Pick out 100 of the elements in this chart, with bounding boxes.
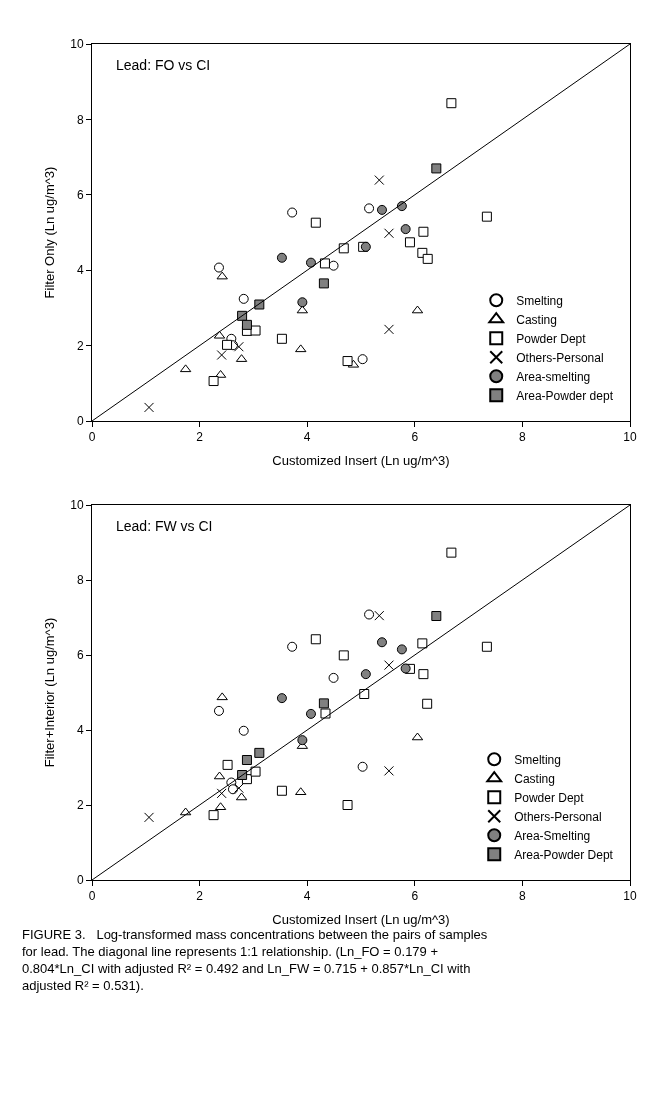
y-axis-title: Filter+Interior (Ln ug/m^3) [42, 617, 58, 768]
point [374, 610, 385, 621]
point [319, 258, 330, 269]
point [241, 319, 252, 330]
point [422, 253, 433, 264]
x-tick-label: 4 [303, 889, 311, 904]
point [342, 800, 353, 810]
legend-label: Casting [514, 771, 555, 786]
point [383, 765, 394, 776]
x-tick-label: 4 [303, 430, 311, 445]
point [310, 634, 321, 645]
point [238, 725, 249, 736]
point [216, 350, 227, 361]
y-axis-title: Filter Only (Ln ug/m^3) [42, 166, 58, 299]
point [422, 698, 433, 709]
x-tick-label: 8 [519, 430, 527, 445]
point [364, 203, 375, 214]
point [287, 641, 298, 652]
y-tick-label: 2 [76, 798, 84, 813]
legend-label: Smelting [516, 293, 563, 308]
point [418, 669, 429, 680]
point [276, 785, 287, 796]
point [213, 262, 224, 273]
x-tick-label: 2 [196, 889, 204, 904]
point [481, 211, 492, 222]
point [338, 650, 349, 661]
point [144, 812, 155, 823]
point [213, 705, 224, 716]
y-tick-label: 8 [76, 573, 84, 588]
annotation: Lead: FO vs CI [116, 57, 211, 73]
legend-label: Area-Smelting [514, 828, 591, 843]
point [376, 204, 387, 215]
y-tick-label: 6 [76, 188, 84, 202]
point [400, 224, 411, 235]
x-tick-label: 6 [411, 430, 419, 445]
point [383, 228, 394, 239]
point [233, 341, 244, 352]
x-tick-label: 0 [88, 889, 96, 904]
point [287, 207, 298, 218]
point [305, 257, 316, 268]
y-tick-label: 0 [76, 414, 84, 429]
point [216, 271, 228, 280]
point [144, 402, 155, 413]
point [446, 98, 457, 109]
legend-label: Powder Dept [516, 331, 587, 346]
point [222, 759, 233, 770]
point [310, 217, 321, 228]
y-tick-label: 10 [70, 37, 84, 52]
point [364, 609, 375, 620]
x-axis-title: Customized Insert (Ln ug/m^3) [272, 912, 450, 927]
legend-label: Others-Personal [514, 809, 602, 824]
point [318, 278, 329, 289]
point [254, 747, 265, 758]
y-tick-label: 4 [76, 263, 84, 278]
point [250, 325, 261, 336]
y-tick-label: 10 [70, 498, 84, 513]
y-tick-label: 2 [76, 338, 84, 353]
point [305, 708, 316, 719]
point [396, 644, 407, 655]
point [359, 689, 370, 699]
y-tick-label: 0 [76, 873, 84, 888]
x-tick-label: 8 [519, 889, 527, 904]
point [404, 237, 415, 248]
legend-label: Area-Powder Dept [514, 847, 614, 862]
point [318, 698, 329, 709]
point [400, 663, 411, 674]
point [360, 669, 371, 680]
point [376, 637, 387, 648]
y-tick-label: 4 [76, 723, 84, 738]
legend-label: Area-Powder dept [516, 388, 614, 403]
point [295, 344, 307, 353]
point [297, 735, 308, 746]
point [297, 297, 308, 308]
point [222, 339, 233, 350]
x-tick-label: 2 [196, 430, 204, 445]
point [357, 354, 368, 365]
x-axis-title: Customized Insert (Ln ug/m^3) [272, 453, 450, 468]
point [374, 175, 385, 186]
point [241, 755, 252, 765]
point [418, 226, 429, 237]
point [383, 324, 394, 335]
point [357, 761, 368, 772]
point [208, 376, 219, 387]
point [250, 766, 261, 777]
point [481, 641, 492, 652]
point [431, 163, 442, 174]
point [276, 252, 287, 263]
x-tick-label: 10 [623, 430, 637, 445]
y-tick-label: 8 [76, 112, 84, 127]
point [227, 784, 238, 795]
point [342, 356, 353, 367]
point [417, 638, 428, 649]
point [216, 788, 227, 799]
caption: FIGURE 3. Log-transformed mass concentrations between the pairs of samples for lead. The diagonal line represents 1:1 relationship. (Ln_FO = 0.179 + 0.804*Ln_CI with adjusted R² = 0.492 and Ln_FW = 0.715 + 0.857*Ln_CI with adjusted R² = 0.531). [22, 927, 488, 993]
point [276, 333, 287, 344]
x-tick-label: 6 [411, 889, 419, 904]
legend-label: Area-smelting [516, 369, 591, 384]
legend-label: Smelting [514, 752, 561, 767]
legend-label: Powder Dept [514, 790, 585, 805]
x-tick-label: 0 [88, 430, 96, 445]
